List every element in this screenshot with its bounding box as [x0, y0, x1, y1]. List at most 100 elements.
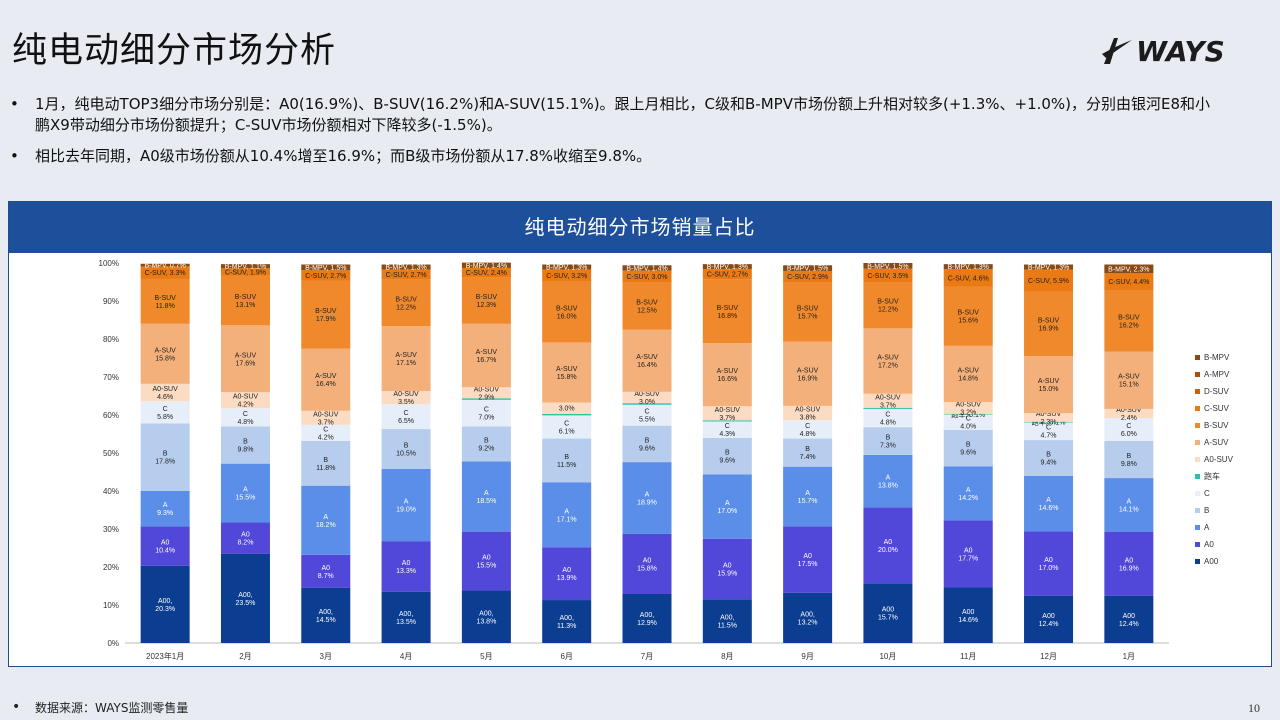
bar-segment-A00: [220, 553, 270, 643]
bar-segment-A0-SUV: [1024, 413, 1074, 422]
data-label: B-SUV: [235, 294, 257, 301]
data-label: 12.2%: [878, 307, 898, 314]
data-label: B-MPV, 2.3%: [1108, 266, 1149, 273]
data-label: B-MPV, 1.3%: [948, 264, 989, 271]
y-tick-label: 30%: [103, 525, 119, 534]
data-label: 17.9%: [316, 316, 336, 323]
data-label: 10.4%: [155, 548, 175, 555]
data-label: B: [886, 435, 891, 442]
legend-swatch: [1195, 491, 1200, 496]
bar-segment-A-SUV: [461, 323, 511, 388]
bar-segment-B-SUV: [301, 280, 351, 349]
bar-segment-A0: [863, 507, 913, 584]
bar-segment-C-SUV: [1104, 273, 1154, 290]
data-label: 16.2%: [1119, 322, 1139, 329]
data-label: 16.4%: [637, 362, 657, 369]
data-label: A0-SUV: [313, 411, 339, 418]
data-label: A0-SUV: [634, 391, 660, 398]
bar-segment-B-MPV: [783, 265, 833, 271]
bar-segment-B: [220, 426, 270, 464]
bar-segment-B-SUV: [863, 282, 913, 329]
ways-logo-mark-icon: [1102, 38, 1132, 64]
bar-segment-C: [1104, 418, 1154, 441]
data-label: A-SUV: [958, 367, 980, 374]
data-label: 14.2%: [958, 495, 978, 502]
data-label: A00,: [720, 615, 734, 622]
data-label: A: [805, 490, 810, 497]
legend-label: A-SUV: [1204, 438, 1229, 447]
data-label: A00,: [559, 615, 573, 622]
bar-segment-A: [702, 474, 752, 539]
bar-segment-A0-SUV: [381, 391, 431, 405]
data-label: C: [966, 416, 971, 423]
data-label: 4.6%: [157, 394, 173, 401]
data-label: 15.1%: [1119, 382, 1139, 389]
legend-swatch: [1195, 355, 1200, 360]
bar-segment-C: [702, 421, 752, 438]
data-label: 14.5%: [316, 617, 336, 624]
bar-segment-A0: [943, 520, 993, 588]
data-label: A0: [241, 532, 250, 539]
bar-segment-A: [783, 466, 833, 527]
bar-segment-C: [783, 420, 833, 439]
data-label: 4.7%: [1041, 433, 1057, 440]
bar-segment-C-SUV: [461, 267, 511, 278]
data-label: B-SUV: [958, 310, 980, 317]
data-label: A: [484, 490, 489, 497]
data-label: 12.5%: [637, 307, 657, 314]
data-label: B-MPV, 1.1%: [225, 264, 266, 271]
data-label: 15.8%: [155, 355, 175, 362]
bar-segment-A00: [943, 587, 993, 643]
data-label: 9.8%: [1121, 461, 1137, 468]
data-label: 12.3%: [476, 302, 496, 309]
data-label: B-SUV: [717, 305, 739, 312]
bar-segment-A0: [1024, 531, 1074, 596]
bar-segment-B-SUV: [1104, 289, 1154, 352]
data-label: 4.3%: [719, 431, 735, 438]
data-label: 17.0%: [717, 508, 737, 515]
data-label: 9.6%: [639, 445, 655, 452]
bar-segment-A: [381, 468, 431, 542]
data-label: 8.2%: [237, 540, 253, 547]
legend-label: B: [1204, 506, 1209, 515]
data-label: 7.3%: [880, 443, 896, 450]
data-label: B-MPV, 1.5%: [787, 266, 828, 273]
bar-segment-B-SUV: [381, 279, 431, 327]
data-label: C: [404, 410, 409, 417]
data-label: A0-SUV: [153, 386, 179, 393]
data-label: 12.4%: [1039, 621, 1059, 628]
data-label: C: [805, 423, 810, 430]
bar-segment-A0-SUV: [783, 405, 833, 421]
bar-segment-A0-SUV: [1104, 408, 1154, 419]
bar-segment-B: [461, 426, 511, 462]
bar-segment-A0-SUV: [542, 402, 592, 414]
bar-segment-A00: [381, 591, 431, 643]
y-tick-label: 50%: [103, 449, 119, 458]
bullet-text: 相比去年同期，A0级市场份额从10.4%增至16.9%；而B级市场份额从17.8…: [35, 147, 652, 165]
data-label: C-SUV, 4.4%: [1108, 279, 1149, 286]
bar-segment-B-SUV: [542, 281, 592, 343]
bar-segment-A-SUV: [943, 345, 993, 403]
data-label: A00,: [640, 612, 654, 619]
bar-segment-B-SUV: [461, 277, 511, 324]
y-tick-label: 20%: [103, 563, 119, 572]
data-label: A: [886, 475, 891, 482]
data-label: 16.4%: [316, 381, 336, 388]
data-label: B-MPV, 1.3%: [1028, 264, 1069, 271]
legend-label: A0-SUV: [1204, 455, 1234, 464]
data-label: A00: [882, 607, 895, 614]
data-label: C-SUV, 2.9%: [787, 274, 828, 281]
x-tick-label: 8月: [721, 652, 733, 661]
data-label: 9.8%: [237, 447, 253, 454]
data-label: A: [725, 500, 730, 507]
x-tick-label: 3月: [320, 652, 332, 661]
bar-segment-A0: [301, 554, 351, 588]
data-label: 3.5%: [398, 399, 414, 406]
data-label: B-SUV: [1118, 314, 1140, 321]
bar-segment-B: [863, 427, 913, 455]
legend-label: 跑车: [1204, 471, 1220, 481]
data-label: 9.2%: [478, 445, 494, 452]
bar-segment-B-SUV: [220, 275, 270, 326]
data-label: B-SUV: [556, 306, 578, 313]
bar-segment-C-SUV: [301, 270, 351, 281]
